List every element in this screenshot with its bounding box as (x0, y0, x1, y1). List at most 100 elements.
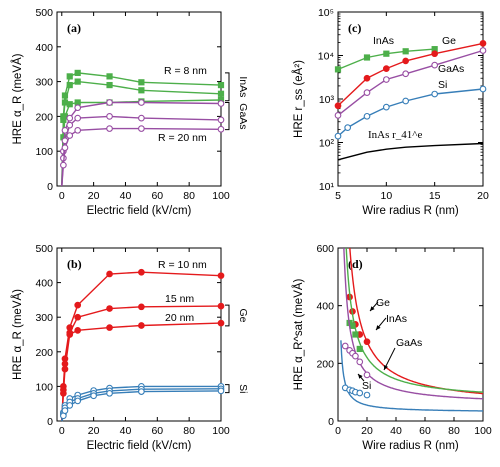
data-point (66, 121, 74, 129)
data-point (138, 268, 145, 276)
y-tick-label: 200 (316, 358, 334, 370)
label-inas: InAs (386, 313, 407, 325)
data-point (60, 389, 67, 397)
data-point (74, 99, 81, 106)
panel-a: 0 20 40 60 80 100 0 100 200 300 400 500 Electric fie… (11, 7, 249, 217)
data-point (217, 272, 225, 280)
y-tick-label: 200 (35, 347, 53, 359)
series-line (61, 322, 222, 422)
data-point (334, 132, 342, 140)
data-point (356, 345, 363, 353)
data-point (74, 114, 82, 122)
data-point (66, 81, 73, 89)
label-gaas: GaAs (396, 337, 422, 349)
y-tick-label: 100 (35, 381, 53, 393)
data-point (334, 66, 342, 73)
label-inas: InAs (373, 35, 394, 47)
annotation-r10: R = 10 nm (158, 259, 207, 271)
series-inas (345, 248, 483, 393)
data-point (106, 73, 113, 80)
label-si: Si (362, 380, 371, 392)
x-tick-label: 0 (335, 425, 341, 437)
data-point (74, 397, 82, 405)
x-tick-label: 80 (183, 190, 195, 202)
y-tick-label: 10² (319, 138, 335, 150)
annotation-15nm: 15 nm (165, 293, 194, 305)
x-axis-label: Electric field (kV/cm) (87, 440, 192, 452)
data-point (431, 61, 439, 69)
panel-label: (c) (348, 21, 361, 35)
data-point (138, 114, 145, 122)
data-point (106, 125, 113, 132)
x-axis-label: Wire radius R (nm) (362, 440, 459, 452)
bracket-label-ge: Ge (237, 308, 249, 322)
annotation-20nm: 20 nm (165, 312, 194, 324)
data-point (217, 100, 225, 107)
x-tick-label: 15 (429, 190, 441, 202)
data-point (74, 326, 82, 334)
data-point (217, 116, 225, 124)
series-gaas (341, 248, 483, 400)
annotation-r8: R = 8 nm (164, 65, 207, 77)
y-tick-label: 0 (328, 416, 334, 428)
label-ge: Ge (442, 35, 456, 47)
x-tick-label: 0 (59, 190, 65, 202)
panel-label: (a) (67, 21, 81, 35)
panel-d: 0 20 40 60 80 100 0 200 400 600 Wire radius R (nm)… (292, 243, 492, 452)
x-tick-label: 20 (361, 425, 373, 437)
data-point (356, 389, 364, 397)
series-line (61, 99, 222, 187)
data-point (217, 125, 225, 133)
series-line (337, 42, 484, 107)
x-tick-label: 80 (183, 425, 195, 437)
data-point (352, 331, 359, 338)
data-point (61, 365, 69, 373)
annotation-r20: R = 20 nm (158, 132, 207, 144)
data-point (106, 113, 113, 120)
arrow-head (384, 365, 388, 370)
x-tick-label: 60 (151, 425, 163, 437)
y-axis-label: HRE r_ss (eÅ²) (292, 60, 305, 138)
x-tick-label: 100 (212, 190, 230, 202)
data-point (382, 103, 390, 111)
data-point (363, 54, 371, 61)
y-tick-label: 10¹ (319, 181, 335, 193)
data-point (363, 112, 371, 120)
data-point (138, 79, 145, 86)
data-point (138, 388, 145, 395)
data-point (106, 81, 113, 89)
data-point (66, 101, 73, 108)
x-tick-label: 40 (390, 425, 402, 437)
data-point (334, 112, 342, 119)
label-inas-r41e: InAs r_41^e (368, 129, 422, 141)
x-tick-label: 60 (151, 190, 163, 202)
x-tick-label: 80 (448, 425, 460, 437)
series-purple-2 (334, 47, 487, 119)
data-point (74, 301, 82, 309)
label-gaas: GaAs (438, 63, 464, 75)
data-point (334, 102, 342, 110)
data-point (217, 90, 225, 97)
data-point (349, 322, 356, 329)
bracket-inas (225, 72, 230, 102)
x-tick-label: 0 (59, 425, 65, 437)
data-point (74, 126, 82, 134)
y-tick-label: 100 (35, 146, 53, 158)
plot-frame (337, 247, 484, 422)
data-point (383, 50, 390, 57)
data-point (74, 78, 81, 85)
y-tick-label: 10⁴ (318, 51, 334, 63)
data-point (106, 270, 113, 278)
x-axis-label: Wire radius R (nm) (362, 205, 459, 217)
series-ge-1 (60, 302, 225, 422)
bracket-label-inas: InAs (237, 76, 249, 97)
data-point (382, 76, 390, 83)
data-point (138, 303, 145, 311)
x-tick-label: 40 (120, 190, 132, 202)
label-ge: Ge (376, 297, 390, 309)
data-point (217, 387, 225, 395)
series-red-1 (334, 40, 487, 110)
y-tick-label: 300 (35, 312, 53, 324)
bracket-si (225, 384, 230, 394)
arrow-head (358, 374, 363, 379)
